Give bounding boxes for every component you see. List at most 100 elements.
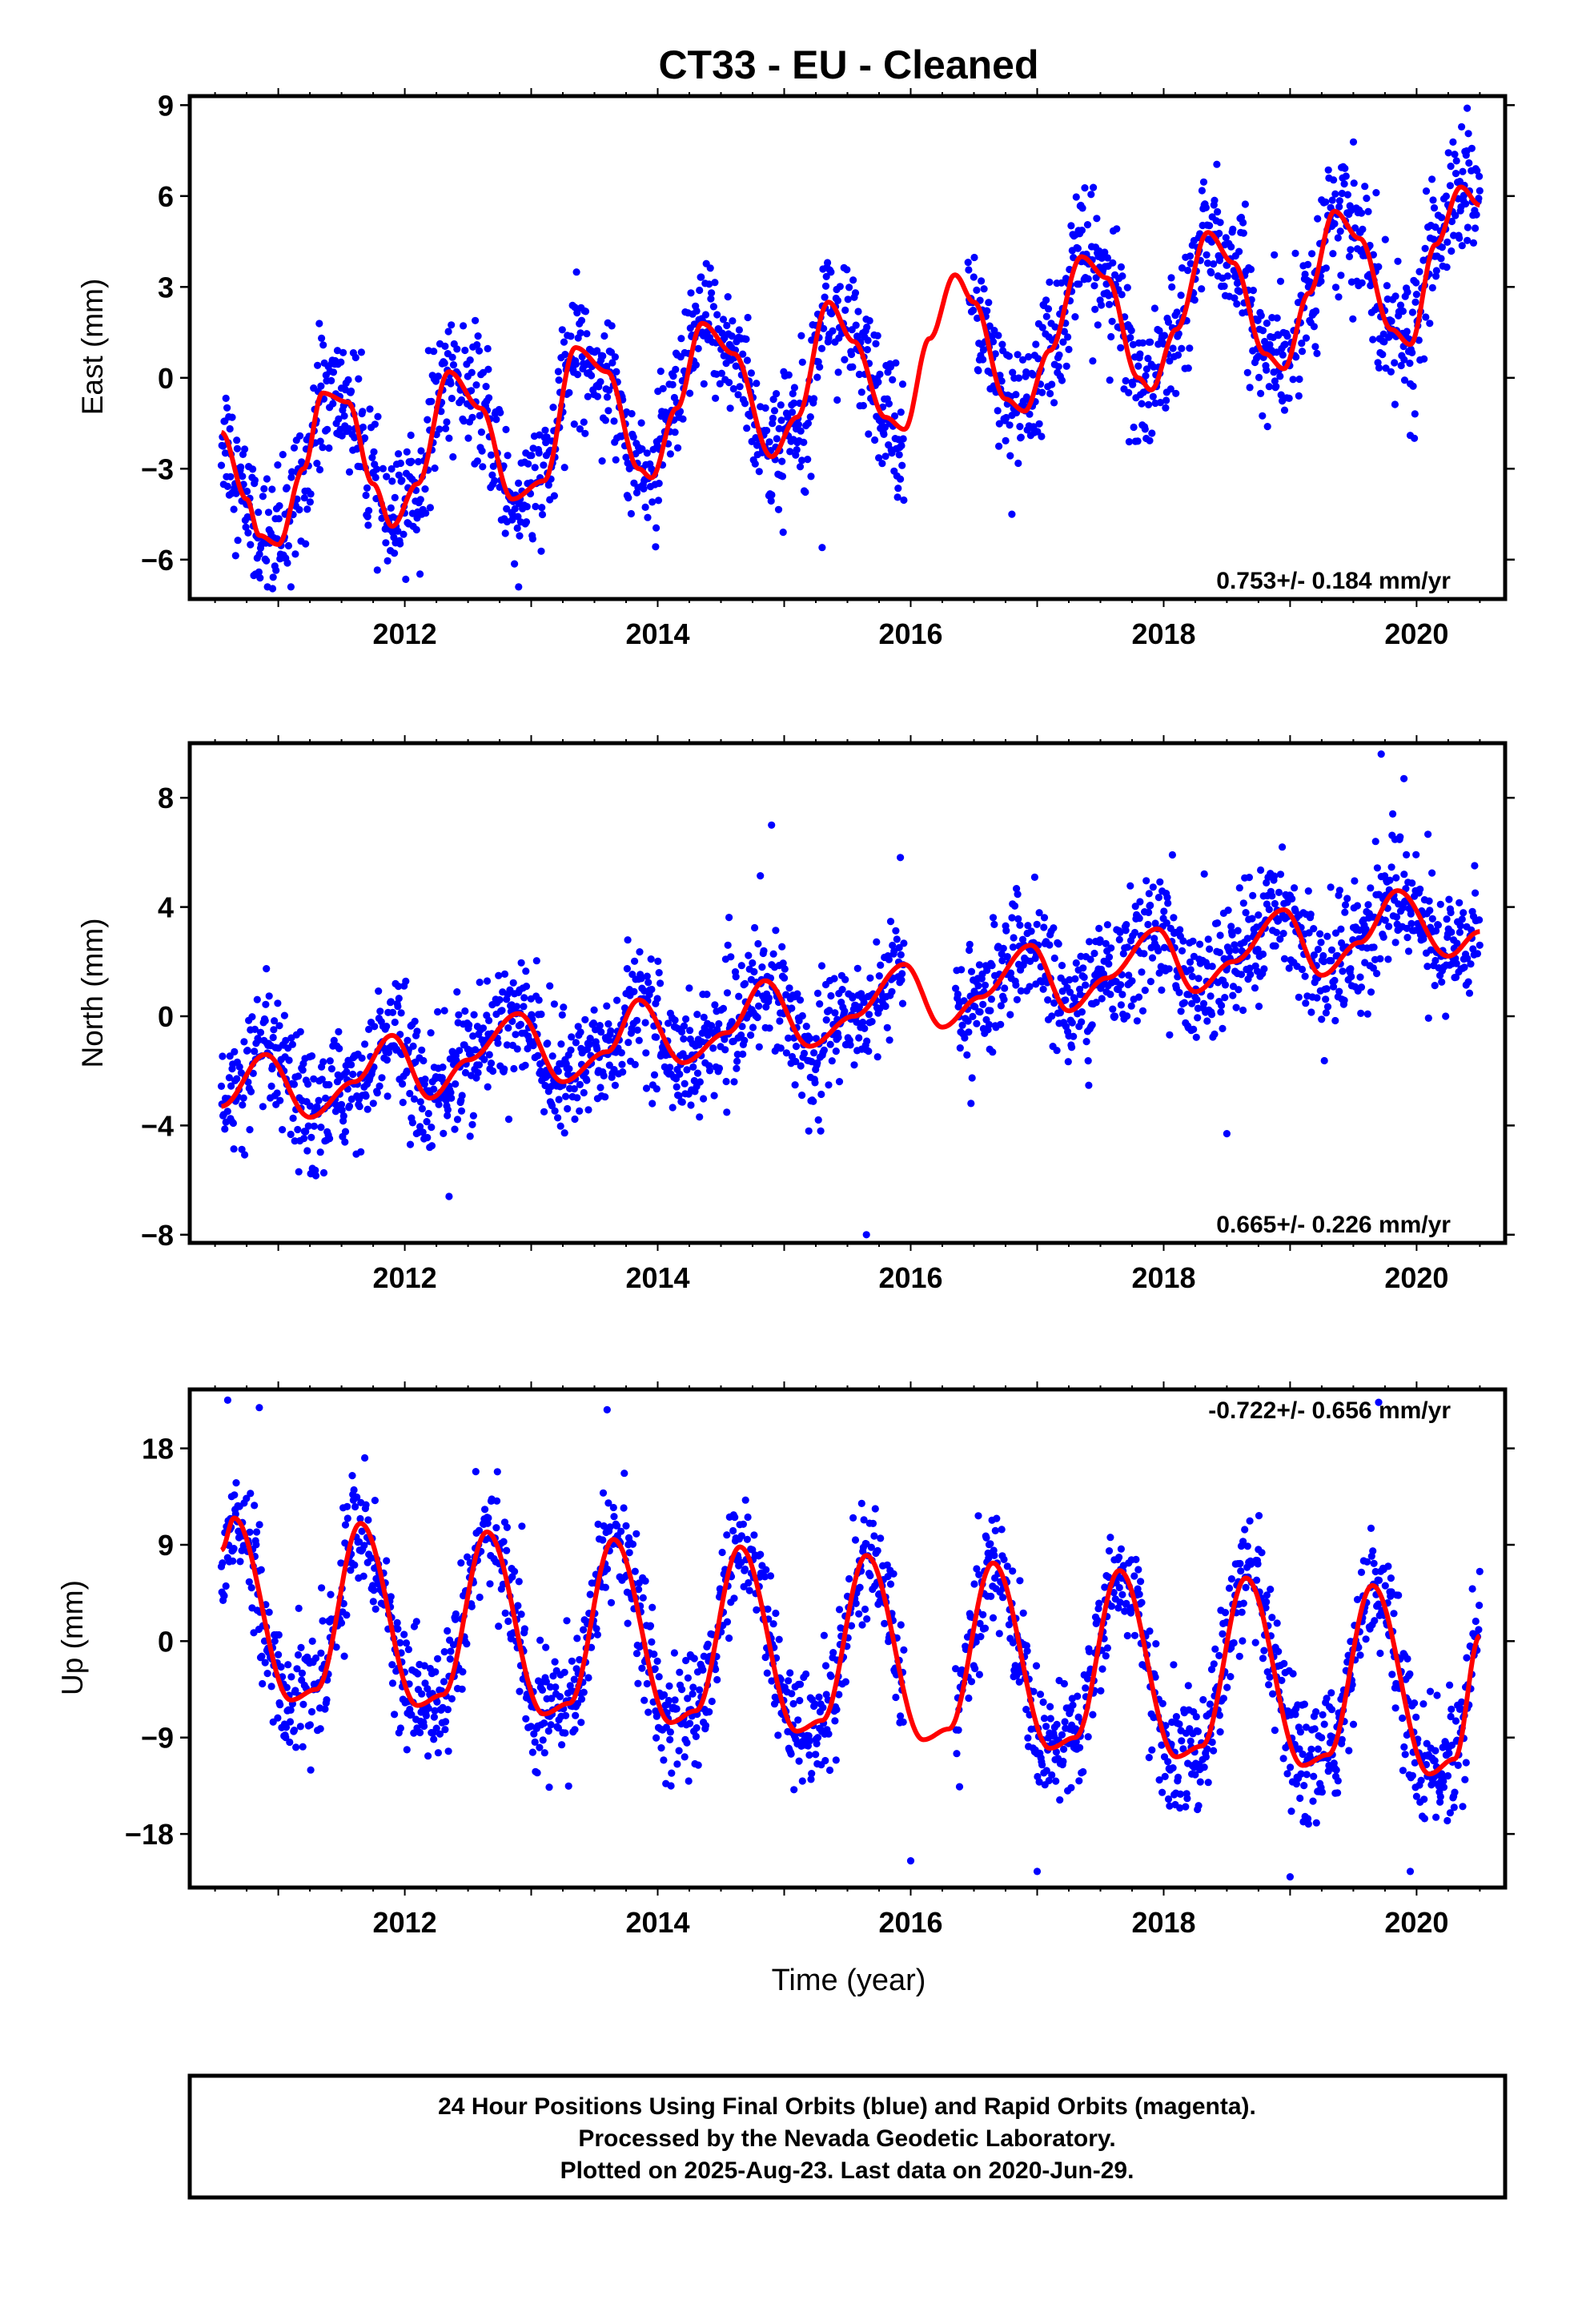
east-point [351, 353, 359, 362]
north-point [406, 1089, 414, 1098]
east-point [443, 418, 451, 426]
east-point [716, 380, 724, 388]
north-point [276, 1096, 284, 1104]
north-point [1128, 977, 1136, 985]
east-point [624, 494, 632, 502]
east-point [1472, 211, 1480, 219]
east-point [1030, 423, 1038, 431]
north-point [1471, 862, 1479, 870]
north-point [1192, 1033, 1200, 1041]
up-point [673, 1705, 681, 1713]
east-point [601, 416, 610, 424]
up-point [286, 1718, 295, 1726]
north-point [733, 1064, 741, 1072]
up-point [464, 1553, 472, 1561]
east-point [1322, 264, 1330, 272]
up-point [640, 1696, 648, 1704]
north-point [430, 1085, 438, 1093]
east-point [1162, 396, 1170, 404]
up-point [424, 1752, 432, 1760]
up-point [367, 1554, 375, 1562]
east-point [1397, 361, 1405, 370]
north-point [428, 1124, 436, 1132]
east-point [264, 509, 273, 517]
north-point [1469, 945, 1477, 953]
east-point [829, 327, 837, 335]
east-point [789, 389, 797, 398]
east-point [1257, 389, 1265, 397]
north-point [1127, 1002, 1135, 1010]
north-point [1017, 987, 1025, 995]
north-point [1472, 889, 1480, 897]
north-point [727, 953, 735, 961]
north-point [866, 974, 874, 982]
east-point [897, 441, 905, 450]
east-point [1125, 388, 1133, 396]
east-point [1412, 279, 1420, 287]
north-point [1117, 1001, 1125, 1009]
north-point [402, 977, 410, 985]
east-point [477, 428, 486, 436]
east-x-tick-label: 2018 [1131, 617, 1195, 650]
north-point [485, 1016, 493, 1024]
north-point [696, 1113, 704, 1121]
north-point [703, 991, 711, 999]
east-point [379, 464, 387, 472]
up-point [307, 1707, 316, 1716]
up-point [321, 1705, 329, 1713]
north-point [700, 1013, 708, 1021]
east-point [288, 468, 296, 476]
up-point [825, 1766, 834, 1775]
up-point [277, 1663, 285, 1671]
north-point [1123, 1012, 1131, 1020]
east-point [990, 327, 998, 335]
north-point [813, 1059, 821, 1067]
east-point [1184, 267, 1192, 275]
east-point [357, 348, 365, 356]
east-point [1198, 285, 1206, 293]
north-point [800, 1049, 809, 1057]
up-point [725, 1634, 733, 1642]
north-point [326, 1135, 334, 1143]
north-point [1133, 1017, 1141, 1025]
east-point [994, 332, 1002, 340]
north-point [1276, 870, 1285, 879]
north-point [1428, 915, 1436, 923]
north-point [705, 1067, 714, 1075]
east-point [1277, 391, 1285, 399]
east-point [1475, 195, 1483, 203]
north-point [1320, 1056, 1328, 1065]
east-point [1449, 138, 1457, 146]
east-point [272, 566, 280, 574]
east-point [255, 509, 263, 517]
up-point [468, 1602, 476, 1610]
north-point [469, 1032, 477, 1040]
north-point [299, 1066, 307, 1074]
up-point [763, 1669, 771, 1677]
east-y-tick-label: −6 [141, 544, 174, 577]
up-point [253, 1528, 261, 1536]
north-point [1180, 999, 1188, 1007]
east-point [1411, 298, 1419, 306]
east-point [1263, 320, 1271, 328]
east-point [313, 460, 321, 468]
up-point [247, 1584, 255, 1592]
east-point [1064, 333, 1072, 341]
north-point [644, 979, 652, 987]
north-point [1122, 921, 1130, 929]
east-point [1460, 191, 1468, 199]
north-point [1090, 949, 1098, 958]
east-point [1167, 274, 1175, 282]
east-point [428, 397, 436, 405]
east-point [1216, 219, 1224, 227]
east-point [800, 438, 808, 447]
north-point [1232, 1003, 1240, 1011]
north-point [1379, 933, 1387, 941]
north-point [893, 935, 901, 943]
east-point [1249, 287, 1257, 295]
north-point [760, 947, 768, 955]
up-point [741, 1496, 749, 1504]
east-point [983, 307, 991, 315]
east-point [708, 289, 716, 297]
north-point [669, 1104, 677, 1112]
